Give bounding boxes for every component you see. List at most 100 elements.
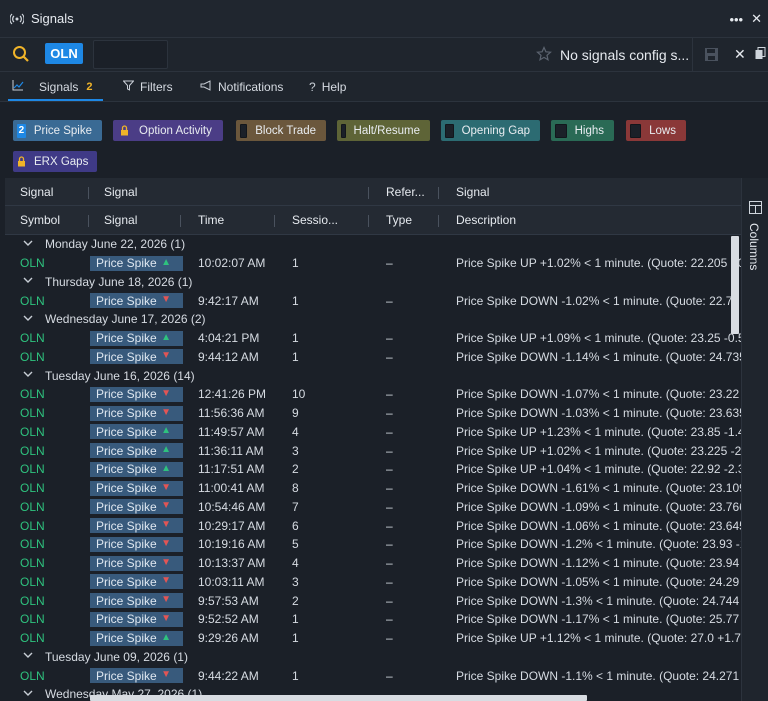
- cell-time: 9:44:22 AM: [198, 668, 259, 683]
- signal-label: Price Spike: [96, 406, 157, 421]
- columns-icon[interactable]: [749, 201, 762, 214]
- chevron-down-icon[interactable]: [23, 276, 33, 287]
- tab-filters[interactable]: Filters: [122, 80, 173, 94]
- chevron-down-icon[interactable]: [23, 651, 33, 662]
- chip-erx-gaps[interactable]: ERX Gaps: [13, 151, 97, 172]
- columns-panel-label[interactable]: Columns: [747, 223, 761, 271]
- columns-side-panel[interactable]: [741, 178, 768, 701]
- close-icon[interactable]: ✕: [751, 11, 762, 26]
- arrow-down-icon: ▼: [161, 612, 171, 624]
- table-row[interactable]: OLN Price Spike ▲ 11:17:51 AM 2 – Price Spike …: [5, 460, 741, 479]
- arrow-down-icon: ▼: [161, 406, 171, 418]
- cell-session: 2: [292, 593, 299, 608]
- header-group-signal-3: Signal: [456, 184, 490, 199]
- tab-help[interactable]: ? Help: [309, 80, 346, 94]
- chip-label: Highs: [574, 124, 604, 137]
- table-row[interactable]: OLN Price Spike ▼ 9:57:53 AM 2 – Price Spike D…: [5, 591, 741, 610]
- cell-signal: Price Spike ▼: [90, 385, 183, 404]
- cell-symbol: OLN: [20, 593, 45, 608]
- arrow-down-icon: ▼: [161, 669, 171, 681]
- lock-icon: [17, 155, 26, 169]
- cell-signal: Price Spike ▲: [90, 441, 183, 460]
- cell-description: Price Spike UP +1.04% < 1 minute. (Quote…: [456, 462, 741, 477]
- signal-pill: Price Spike ▼: [90, 574, 183, 590]
- table-row[interactable]: OLN Price Spike ▼ 9:52:52 AM 1 – Price Spike D…: [5, 610, 741, 629]
- cell-description: Price Spike DOWN -1.02% < 1 minute. (Quo…: [456, 293, 741, 308]
- chip-highs[interactable]: Highs: [551, 120, 614, 141]
- tab-signals[interactable]: Signals 2: [12, 80, 92, 94]
- signal-pill: Price Spike ▲: [90, 330, 183, 346]
- more-icon[interactable]: •••: [729, 11, 744, 27]
- chevron-down-icon[interactable]: [23, 689, 33, 700]
- table-row[interactable]: OLN Price Spike ▼ 11:56:36 AM 9 – Price Spike …: [5, 404, 741, 423]
- table-row[interactable]: OLN Price Spike ▼ 10:29:17 AM 6 – Price Spike …: [5, 516, 741, 535]
- group-row[interactable]: Tuesday June 09, 2026 (1): [5, 648, 741, 667]
- table-row[interactable]: OLN Price Spike ▼ 9:44:12 AM 1 – Price Spike D…: [5, 348, 741, 367]
- cell-description: Price Spike DOWN -1.14% < 1 minute. (Quo…: [456, 349, 741, 364]
- cell-session: 10: [292, 387, 306, 402]
- table-row[interactable]: OLN Price Spike ▲ 11:49:57 AM 4 – Price Spike …: [5, 423, 741, 442]
- chip-lows[interactable]: Lows: [626, 120, 686, 141]
- vertical-scrollbar-thumb[interactable]: [731, 236, 739, 334]
- chip-price-spike[interactable]: 2 Price Spike: [13, 120, 102, 141]
- table-row[interactable]: OLN Price Spike ▲ 4:04:21 PM 1 – Price Spike U…: [5, 329, 741, 348]
- header-group-signal: Signal: [20, 184, 54, 199]
- table-row[interactable]: OLN Price Spike ▼ 10:03:11 AM 3 – Price Spike …: [5, 573, 741, 592]
- signal-pill: Price Spike ▼: [90, 668, 183, 684]
- column-header-description[interactable]: Description: [456, 213, 517, 227]
- signal-label: Price Spike: [96, 499, 157, 514]
- cell-description: Price Spike UP +1.23% < 1 minute. (Quote…: [456, 424, 741, 439]
- column-header-signal[interactable]: Signal: [104, 213, 138, 227]
- column-header-session[interactable]: Sessio...: [292, 213, 339, 227]
- chip-option-activity[interactable]: Option Activity: [113, 120, 223, 141]
- chevron-down-icon[interactable]: [23, 239, 33, 250]
- tab-notifications[interactable]: Notifications: [200, 80, 283, 94]
- clear-icon[interactable]: ✕: [734, 46, 746, 62]
- cell-symbol: OLN: [20, 349, 45, 364]
- chevron-down-icon[interactable]: [23, 314, 33, 325]
- symbol-input[interactable]: [93, 40, 168, 69]
- column-header-symbol[interactable]: Symbol: [20, 213, 61, 227]
- table-row[interactable]: OLN Price Spike ▼ 11:00:41 AM 8 – Price Spike …: [5, 479, 741, 498]
- star-icon[interactable]: [536, 46, 552, 62]
- table-row[interactable]: OLN Price Spike ▼ 9:44:22 AM 1 – Price Spike D…: [5, 666, 741, 685]
- arrow-down-icon: ▼: [161, 481, 171, 493]
- table-row[interactable]: OLN Price Spike ▲ 9:29:26 AM 1 – Price Spike U…: [5, 629, 741, 648]
- table-row[interactable]: OLN Price Spike ▼ 10:13:37 AM 4 – Price Spike …: [5, 554, 741, 573]
- group-label: Thursday June 18, 2026 (1): [45, 274, 193, 289]
- grid-body: Monday June 22, 2026 (1) OLN Price Spike ▲ 1…: [5, 235, 741, 701]
- cell-symbol: OLN: [20, 387, 45, 402]
- column-header-time[interactable]: Time: [198, 213, 225, 227]
- column-header-type[interactable]: Type: [386, 213, 413, 227]
- signals-grid: Signal Signal Refer... Signal Symbol Sig…: [5, 178, 741, 701]
- header-group-reference: Refer...: [386, 184, 425, 199]
- chip-halt-resume[interactable]: Halt/Resume: [337, 120, 430, 141]
- cell-symbol: OLN: [20, 481, 45, 496]
- table-row[interactable]: OLN Price Spike ▼ 10:19:16 AM 5 – Price Spike …: [5, 535, 741, 554]
- group-row[interactable]: Monday June 22, 2026 (1): [5, 235, 741, 254]
- chip-opening-gap[interactable]: Opening Gap: [441, 120, 540, 141]
- table-row[interactable]: OLN Price Spike ▲ 11:36:11 AM 3 – Price Spike …: [5, 441, 741, 460]
- save-icon[interactable]: [704, 47, 719, 62]
- table-row[interactable]: OLN Price Spike ▼ 10:54:46 AM 7 – Price Spike …: [5, 498, 741, 517]
- group-row[interactable]: Wednesday June 17, 2026 (2): [5, 310, 741, 329]
- symbol-chip[interactable]: OLN: [45, 43, 83, 64]
- search-icon[interactable]: [12, 45, 30, 63]
- window-title: Signals: [31, 11, 74, 26]
- cell-session: 3: [292, 443, 299, 458]
- cell-time: 10:02:07 AM: [198, 256, 266, 271]
- cell-description: Price Spike DOWN -1.03% < 1 minute. (Quo…: [456, 406, 741, 421]
- table-row[interactable]: OLN Price Spike ▼ 9:42:17 AM 1 – Price Spike D…: [5, 291, 741, 310]
- horizontal-scrollbar-thumb[interactable]: [90, 695, 587, 701]
- table-row[interactable]: OLN Price Spike ▼ 12:41:26 PM 10 – Price Spike…: [5, 385, 741, 404]
- group-row[interactable]: Thursday June 18, 2026 (1): [5, 273, 741, 292]
- copy-icon[interactable]: [755, 47, 766, 60]
- signal-label: Price Spike: [96, 518, 157, 533]
- chip-count-badge: 2: [17, 123, 26, 138]
- chevron-down-icon[interactable]: [23, 370, 33, 381]
- group-row[interactable]: Tuesday June 16, 2026 (14): [5, 366, 741, 385]
- chip-block-trade[interactable]: Block Trade: [236, 120, 326, 141]
- table-row[interactable]: OLN Price Spike ▲ 10:02:07 AM 1 – Price Spike …: [5, 254, 741, 273]
- signal-pill: Price Spike ▲: [90, 255, 183, 271]
- cell-session: 1: [292, 256, 299, 271]
